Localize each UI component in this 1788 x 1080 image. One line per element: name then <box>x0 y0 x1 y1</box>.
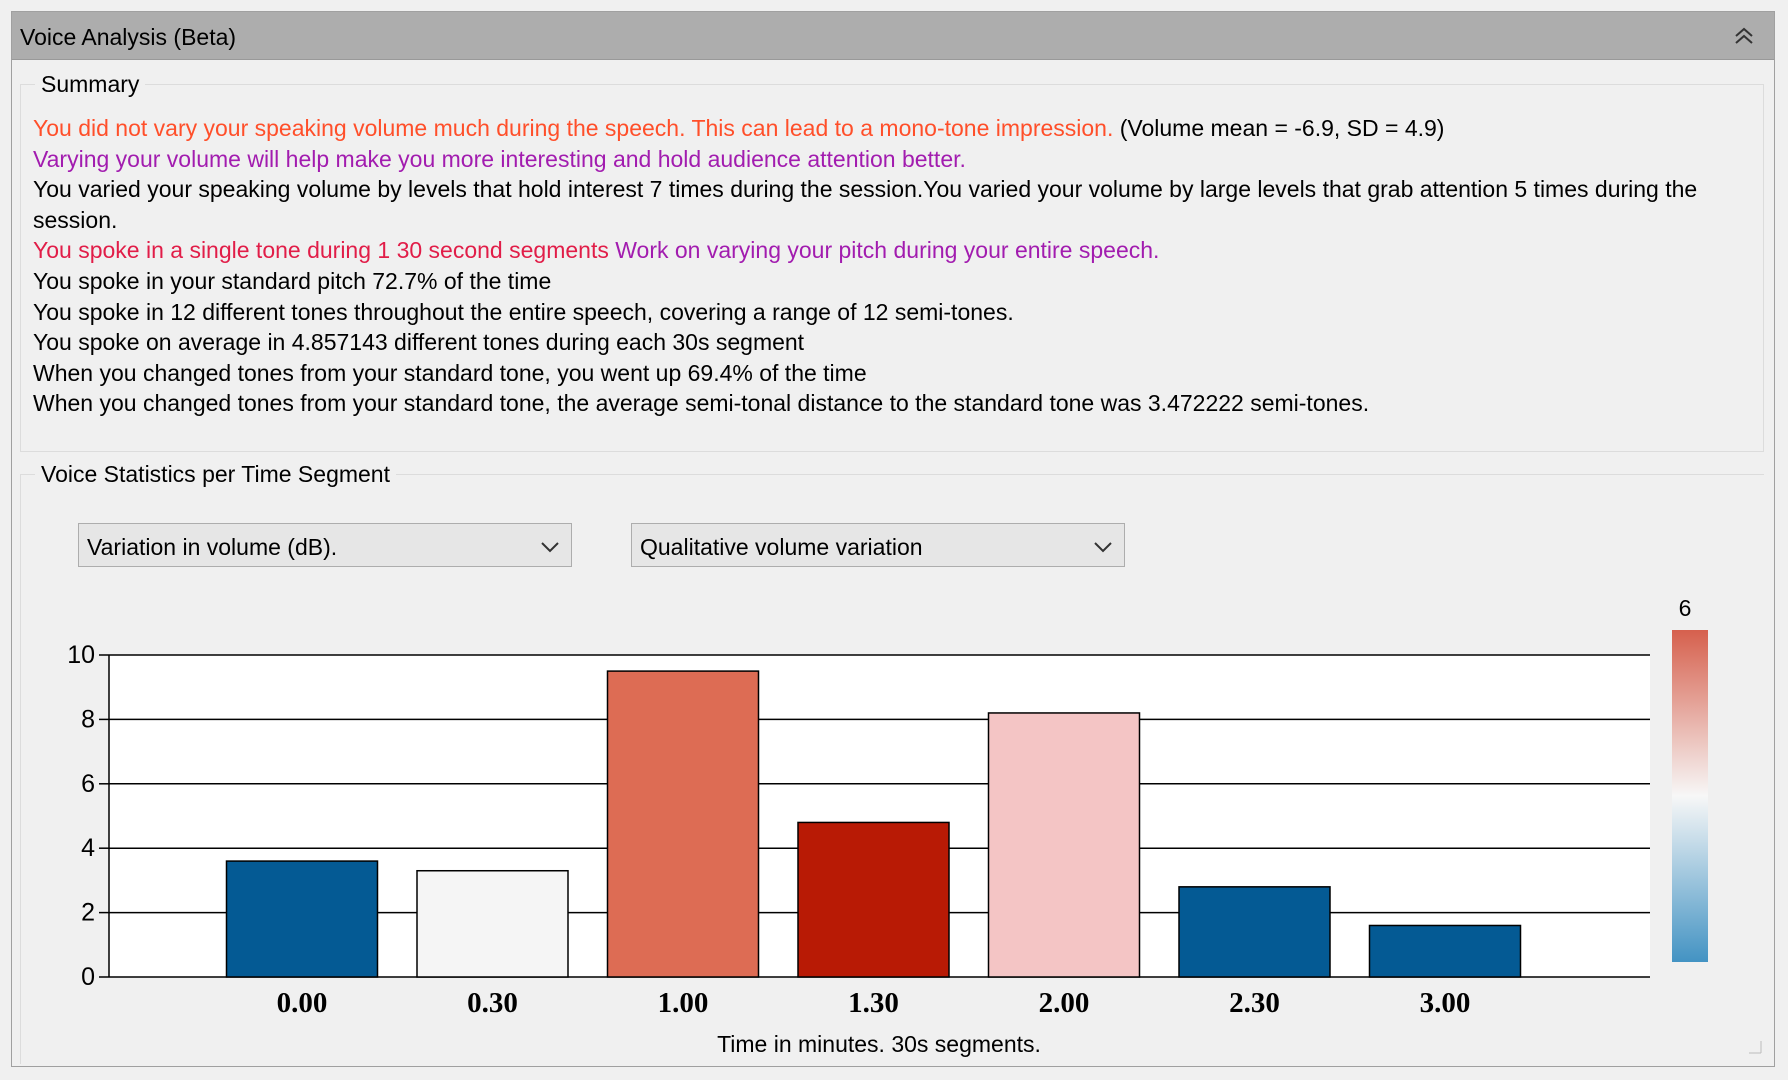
colorbar <box>1672 630 1708 962</box>
bar-2-30 <box>1178 886 1331 978</box>
bar-1-30 <box>797 821 950 978</box>
x-tick-label: 2.00 <box>1039 987 1090 1019</box>
volume-stats: (Volume mean = -6.9, SD = 4.9) <box>1113 115 1445 141</box>
x-tick-label: 0.00 <box>277 987 328 1019</box>
y-tick-label: 4 <box>81 834 95 862</box>
y-tick-label: 10 <box>67 641 95 669</box>
resize-grip-icon[interactable] <box>1748 1040 1762 1054</box>
y-tick-label: 2 <box>81 899 95 927</box>
y-tick-label: 0 <box>81 963 95 991</box>
stats-group: Voice Statistics per Time Segment <box>20 461 1764 1064</box>
color-dropdown[interactable]: Qualitative volume variation <box>631 523 1125 567</box>
summary-line-standard-pitch: You spoke in your standard pitch 72.7% o… <box>33 267 552 294</box>
x-tick-label: 3.00 <box>1420 987 1471 1019</box>
panel-titlebar[interactable]: Voice Analysis (Beta) <box>12 12 1774 60</box>
colorbar-max-label: 6 <box>1679 595 1692 621</box>
bar-0-30 <box>416 869 569 978</box>
x-axis-label: Time in minutes. 30s segments. <box>717 1031 1041 1057</box>
summary-line-tone-up: When you changed tones from your standar… <box>33 359 867 386</box>
single-tone-warning: You spoke in a single tone during 1 30 s… <box>33 237 609 264</box>
bar-1-00 <box>606 670 760 978</box>
bars <box>225 670 1522 978</box>
summary-text: You did not vary your speaking volume mu… <box>33 113 1749 419</box>
chevron-down-icon[interactable] <box>539 536 561 556</box>
metric-dropdown[interactable]: Variation in volume (dB). <box>78 523 572 567</box>
double-chevron-up-icon[interactable] <box>1728 20 1760 52</box>
x-tick-label: 1.00 <box>658 987 709 1019</box>
x-tick-label: 2.30 <box>1229 987 1280 1019</box>
summary-line-tone-count: You spoke in 12 different tones througho… <box>33 298 1014 325</box>
y-axis: 0 2 4 6 8 10 <box>67 641 110 991</box>
chevron-down-icon[interactable] <box>1092 536 1114 556</box>
stats-legend: Voice Statistics per Time Segment <box>35 461 396 488</box>
x-tick-label: 0.30 <box>467 987 518 1019</box>
volume-bar-chart: 0 2 4 6 8 10 0.00 0.30 1.00 1.30 2.00 2.30 3.00 Tim… <box>67 595 1708 1057</box>
summary-legend: Summary <box>35 71 146 98</box>
bar-2-00 <box>987 712 1141 978</box>
x-tick-label: 1.30 <box>848 987 899 1019</box>
bar-3-00 <box>1368 924 1522 978</box>
volume-warning: You did not vary your speaking volume mu… <box>33 115 1114 141</box>
summary-line-tone: You spoke in a single tone during 1 30 s… <box>33 235 1749 266</box>
voice-analysis-panel: Voice Analysis (Beta) Summary You did no… <box>11 11 1775 1067</box>
metric-dropdown-value: Variation in volume (dB). <box>87 534 338 560</box>
summary-line-semitone-distance: When you changed tones from your standar… <box>33 390 1370 417</box>
summary-group: Summary You did not vary your speaking v… <box>20 71 1764 452</box>
summary-line-volume: You did not vary your speaking volume mu… <box>33 113 1749 144</box>
summary-line-volume-tip: Varying your volume will help make you m… <box>33 145 966 172</box>
x-axis: 0.00 0.30 1.00 1.30 2.00 2.30 3.00 <box>277 987 1471 1019</box>
panel-title: Voice Analysis (Beta) <box>20 24 237 50</box>
y-tick-label: 8 <box>81 705 95 733</box>
bar-0-00 <box>225 860 379 978</box>
color-dropdown-value: Qualitative volume variation <box>640 534 923 560</box>
y-tick-label: 6 <box>81 770 95 798</box>
summary-line-tones-per-segment: You spoke on average in 4.857143 differe… <box>33 329 805 356</box>
pitch-tip: Work on varying your pitch during your e… <box>608 237 1160 264</box>
summary-line-volume-variation: You varied your speaking volume by level… <box>33 176 1698 233</box>
